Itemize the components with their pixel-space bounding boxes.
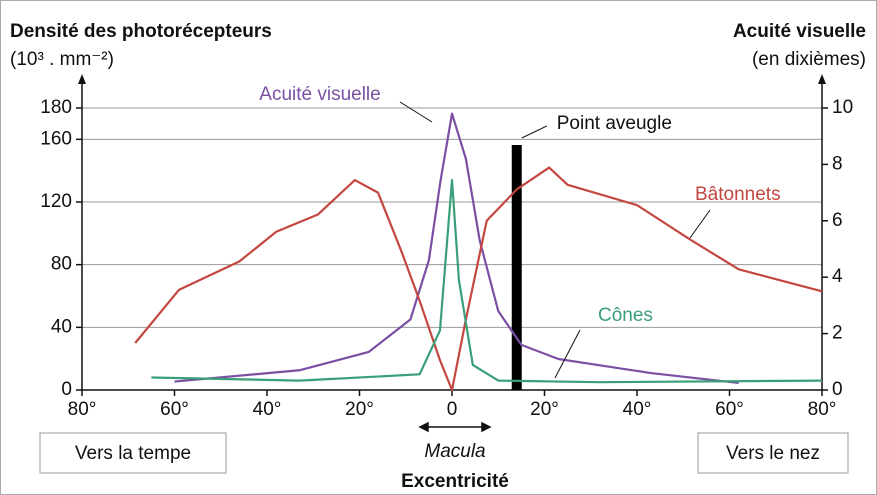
macula-arrow: [418, 421, 492, 433]
y2-unit: (en dixièmes): [752, 49, 866, 70]
right-note: Vers le nez: [726, 443, 820, 464]
left-note: Vers la tempe: [75, 443, 191, 464]
x-tick-label: 20°: [345, 399, 374, 420]
x-tick-label: 40°: [623, 399, 652, 420]
y2-tick-label: 10: [832, 97, 853, 118]
y2-tick-label: 0: [832, 379, 843, 400]
macula-label: Macula: [424, 441, 485, 462]
x-tick-label: 20°: [530, 399, 559, 420]
series-line: [134, 166, 823, 392]
x-tick-label: 0: [447, 399, 458, 420]
left-box: [39, 432, 227, 474]
y2-tick-label: 8: [832, 153, 843, 174]
x-title: Excentricité: [401, 471, 509, 492]
y2-tick-label: 4: [832, 266, 843, 287]
blind-spot-leader: [521, 125, 547, 139]
series-label: Bâtonnets: [695, 184, 781, 205]
x-tick-label: 40°: [253, 399, 282, 420]
x-tick-label: 80°: [68, 399, 97, 420]
x-tick-label: 60°: [160, 399, 189, 420]
blind-spot-label: Point aveugle: [557, 113, 672, 134]
y-tick-label: 180: [40, 97, 72, 118]
y2-tick-label: 2: [832, 323, 843, 344]
y-tick-label: 160: [40, 128, 72, 149]
blind-spot: [511, 145, 522, 390]
y2-tick-label: 6: [832, 210, 843, 231]
y2-arrow: [818, 74, 826, 84]
right-box: [697, 432, 849, 474]
x-tick-label: 80°: [808, 399, 837, 420]
series-label: Cônes: [598, 305, 653, 326]
y-title: Densité des photorécepteurs: [10, 21, 272, 42]
series-line: [151, 178, 823, 384]
y2-title: Acuité visuelle: [733, 21, 866, 42]
y-tick-label: 80: [51, 254, 72, 275]
series-leader: [399, 101, 433, 123]
y-unit: (10³ . mm⁻²): [10, 49, 114, 70]
y-tick-label: 40: [51, 316, 72, 337]
y-tick-label: 120: [40, 191, 72, 212]
x-tick-label: 60°: [715, 399, 744, 420]
series-leader: [689, 209, 711, 239]
series-line: [174, 112, 739, 385]
series-label: Acuité visuelle: [259, 84, 380, 105]
series-leader: [554, 329, 581, 379]
y-arrow: [78, 74, 86, 84]
y-tick-label: 0: [61, 379, 72, 400]
